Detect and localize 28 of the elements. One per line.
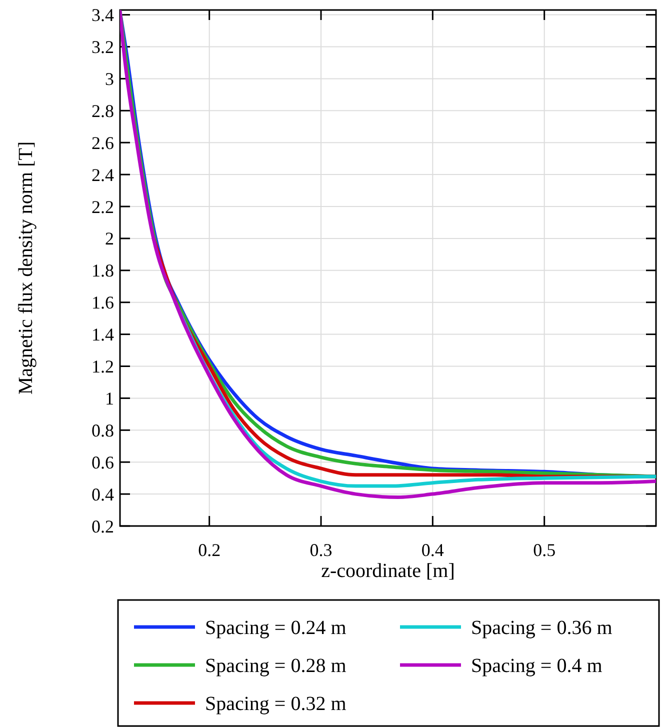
x-axis-title: z-coordinate [m] [321,560,455,582]
y-tick-label: 2.2 [92,196,114,217]
legend-label: Spacing = 0.24 m [205,617,347,639]
y-axis-title: Magnetic flux density norm [T] [15,141,37,395]
y-tick-label: 2 [105,228,114,249]
y-tick-label: 0.8 [92,420,114,440]
y-tick-label: 2.8 [92,100,114,121]
y-tick-label: 1.4 [92,324,114,345]
y-tick-label: 0.2 [92,516,114,536]
y-tick-label: 2.6 [92,132,114,153]
x-tick-label: 0.4 [421,540,444,560]
y-tick-label: 3 [105,68,114,89]
x-tick-label: 0.5 [533,540,556,560]
y-tick-label: 1 [105,388,114,408]
y-tick-label: 1.6 [92,292,114,313]
y-tick-label: 3.2 [92,37,114,58]
y-tick-label: 0.6 [92,452,114,472]
legend-label: Spacing = 0.28 m [205,655,347,677]
y-tick-label: 0.4 [92,484,114,504]
y-tick-label: 1.8 [92,260,114,281]
y-tick-label: 2.4 [92,164,114,185]
legend-label: Spacing = 0.32 m [205,693,347,715]
x-tick-label: 0.2 [198,540,221,560]
legend-label: Spacing = 0.4 m [471,655,603,677]
x-tick-label: 0.3 [310,540,332,560]
legend-label: Spacing = 0.36 m [471,617,613,639]
y-tick-label: 1.2 [92,356,114,377]
y-tick-label: 3.4 [92,5,114,26]
